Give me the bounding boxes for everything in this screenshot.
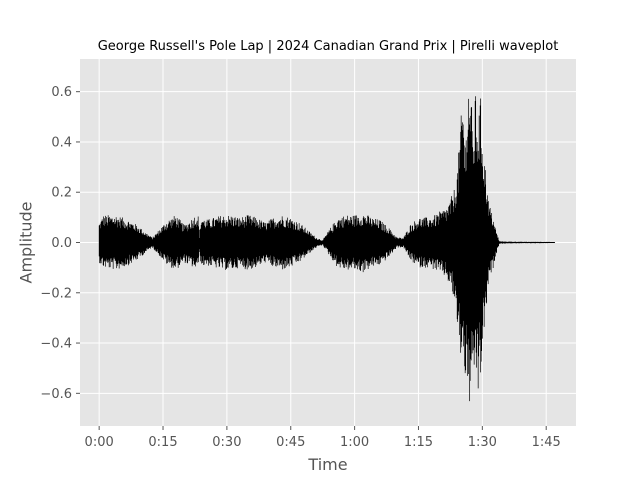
y-tick-label: −0.2 — [40, 286, 72, 301]
y-tick-label: −0.6 — [40, 387, 72, 402]
x-tick-label: 1:00 — [340, 435, 369, 450]
y-tick-label: 0.6 — [51, 85, 72, 100]
grid-lines — [80, 59, 576, 426]
y-axis-ticks: 0.6 0.4 0.2 0.0 −0.2 −0.4 −0.6 — [40, 85, 80, 402]
x-tick-label: 0:45 — [276, 435, 305, 450]
x-tick-label: 0:15 — [148, 435, 177, 450]
y-tick-label: 0.4 — [51, 135, 72, 150]
chart-title: George Russell's Pole Lap | 2024 Canadia… — [98, 39, 559, 54]
waveform — [98, 96, 556, 402]
x-axis-ticks: 0:00 0:15 0:30 0:45 1:00 1:15 1:30 1:45 — [85, 426, 561, 450]
y-tick-label: −0.4 — [40, 337, 72, 352]
x-tick-label: 0:00 — [85, 435, 114, 450]
y-tick-label: 0.2 — [51, 186, 72, 201]
x-tick-label: 1:45 — [532, 435, 561, 450]
x-tick-label: 1:30 — [468, 435, 497, 450]
x-tick-label: 1:15 — [404, 435, 433, 450]
y-axis-label: Amplitude — [17, 202, 36, 284]
x-axis-label: Time — [307, 455, 347, 474]
x-tick-label: 0:30 — [212, 435, 241, 450]
y-tick-label: 0.0 — [51, 236, 72, 251]
